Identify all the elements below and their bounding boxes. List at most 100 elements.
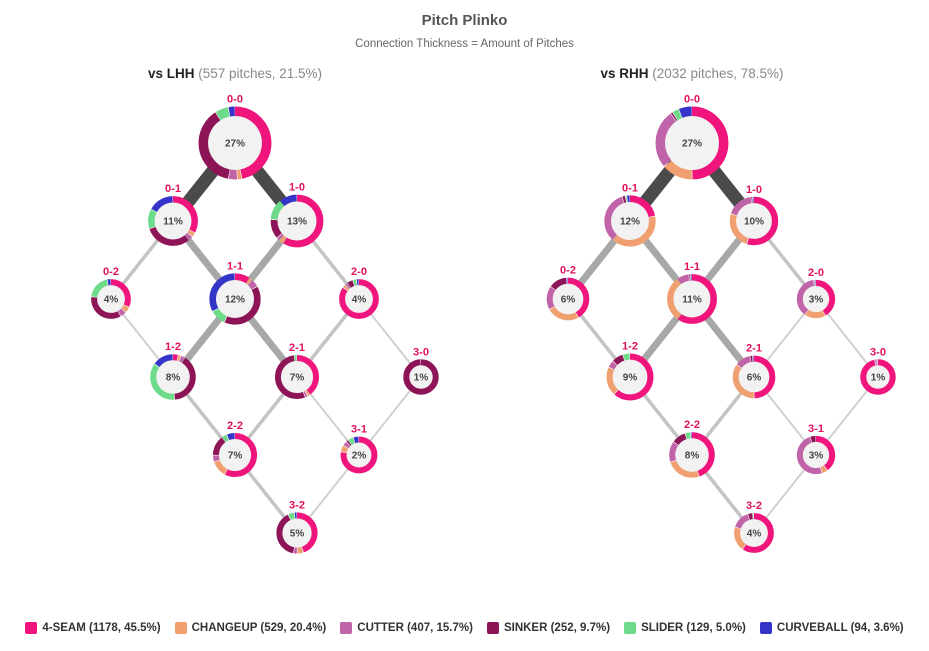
node-count-label: 1-0 — [289, 182, 305, 194]
legend-item[interactable]: CURVEBALL (94, 3.6%) — [759, 622, 904, 634]
node-center — [96, 284, 126, 314]
legend-item[interactable]: CUTTER (407, 15.7%) — [340, 622, 473, 634]
count-node-3-2[interactable]: 4% 3-2 — [734, 500, 774, 553]
node-center — [552, 283, 584, 315]
node-count-label: 0-0 — [227, 94, 243, 106]
donut-segment-cutter — [198, 106, 272, 180]
node-percentage: 1% — [871, 373, 886, 384]
count-node-3-0[interactable]: 1% 3-0 — [860, 346, 896, 395]
donut-segment-changeup — [729, 196, 779, 246]
node-center — [802, 285, 830, 313]
donut-segment-sinker — [274, 354, 320, 400]
node-center — [674, 437, 710, 473]
node-count-label: 1-2 — [622, 341, 638, 353]
donut-segment-curveball — [796, 279, 836, 319]
donut-segment-curveball — [212, 432, 258, 478]
count-node-2-0[interactable]: 3% 2-0 — [796, 267, 836, 319]
donut-segment-sinker — [209, 273, 261, 325]
node-count-label: 2-2 — [227, 420, 243, 432]
node-count-label: 2-2 — [684, 419, 700, 431]
node-percentage: 7% — [290, 373, 305, 384]
node-percentage: 6% — [747, 373, 762, 384]
node-percentage: 12% — [620, 217, 640, 228]
node-center — [664, 115, 720, 171]
legend: 4-SEAM (1178, 45.5%) CHANGEUP (529, 20.4%… — [0, 622, 929, 634]
donut-segment-changeup — [667, 274, 717, 324]
node-center — [155, 359, 191, 395]
legend-label: SLIDER (129, 5.0%) — [641, 622, 746, 634]
donut-segment-cutter — [546, 277, 590, 321]
node-center — [865, 364, 891, 390]
legend-item[interactable]: 4-SEAM (1178, 45.5%) — [25, 622, 161, 634]
node-count-label: 2-1 — [746, 343, 762, 355]
count-node-1-2[interactable]: 9% 1-2 — [606, 341, 654, 401]
node-percentage: 7% — [228, 451, 243, 462]
donut-segment-curveball — [669, 432, 715, 478]
count-node-0-0[interactable]: 27% 0-0 — [198, 94, 272, 180]
node-center — [735, 202, 773, 240]
count-node-0-2[interactable]: 6% 0-2 — [546, 265, 590, 321]
legend-label: CHANGEUP (529, 20.4%) — [191, 622, 327, 634]
donut-segment-sinker — [198, 106, 272, 180]
count-node-2-0[interactable]: 4% 2-0 — [339, 266, 379, 319]
count-node-1-2[interactable]: 8% 1-2 — [150, 341, 196, 400]
legend-label: CURVEBALL (94, 3.6%) — [776, 622, 904, 634]
count-node-1-1[interactable]: 11% 1-1 — [667, 261, 717, 324]
legend-item[interactable]: CHANGEUP (529, 20.4%) — [174, 622, 327, 634]
panel-title-lhh: vs LHH (557 pitches, 21.5%) — [5, 66, 465, 81]
node-percentage: 27% — [682, 139, 702, 150]
legend-item[interactable]: SLIDER (129, 5.0%) — [624, 622, 746, 634]
count-node-0-1[interactable]: 12% 0-1 — [604, 182, 656, 247]
legend-swatch — [340, 622, 353, 634]
donut-segment-curveball — [91, 279, 131, 319]
node-center — [280, 360, 314, 394]
panel-name: vs RHH — [600, 66, 649, 81]
node-percentage: 3% — [809, 451, 824, 462]
legend-swatch — [25, 622, 38, 634]
node-percentage: 4% — [352, 295, 367, 306]
node-center — [154, 202, 192, 240]
panel-detail: (2032 pitches, 78.5%) — [652, 66, 784, 81]
count-node-0-0[interactable]: 27% 0-0 — [655, 94, 729, 180]
donut-segment-slider — [148, 196, 198, 246]
node-count-label: 3-2 — [289, 499, 305, 511]
panel-detail: (557 pitches, 21.5%) — [198, 66, 323, 81]
legend-label: CUTTER (407, 15.7%) — [357, 622, 473, 634]
count-node-0-2[interactable]: 4% 0-2 — [91, 266, 131, 319]
count-node-0-1[interactable]: 11% 0-1 — [148, 183, 198, 246]
node-count-label: 0-1 — [622, 182, 638, 194]
count-node-3-1[interactable]: 3% 3-1 — [796, 423, 836, 475]
node-count-label: 2-0 — [351, 266, 367, 278]
node-center — [612, 359, 648, 395]
donut-segment-changeup — [546, 277, 590, 321]
count-node-3-2[interactable]: 5% 3-2 — [276, 499, 318, 554]
donut-segment-cutter — [655, 106, 729, 180]
donut-segment-curveball — [340, 436, 378, 474]
count-node-2-2[interactable]: 7% 2-2 — [212, 420, 258, 478]
node-percentage: 13% — [287, 217, 307, 228]
donut-segment-sinker — [91, 279, 131, 319]
node-percentage: 9% — [623, 373, 638, 384]
donut-segment-changeup — [606, 353, 654, 401]
count-node-2-1[interactable]: 7% 2-1 — [274, 342, 320, 400]
node-center — [207, 115, 263, 171]
donut-segment-curveball — [604, 195, 656, 247]
count-node-2-2[interactable]: 8% 2-2 — [669, 419, 715, 478]
count-node-3-0[interactable]: 1% 3-0 — [403, 346, 439, 395]
node-count-label: 0-0 — [684, 94, 700, 106]
donut-segment-4-seam — [655, 106, 729, 180]
donut-segment-curveball — [546, 277, 590, 321]
node-center — [673, 280, 711, 318]
count-node-1-1[interactable]: 12% 1-1 — [209, 260, 261, 325]
donut-segment-curveball — [150, 354, 196, 400]
node-center — [610, 201, 650, 241]
count-node-1-0[interactable]: 10% 1-0 — [729, 184, 779, 246]
legend-item[interactable]: SINKER (252, 9.7%) — [486, 622, 610, 634]
donut-segment-slider — [606, 353, 654, 401]
count-node-1-0[interactable]: 13% 1-0 — [270, 182, 324, 248]
node-count-label: 1-1 — [684, 261, 700, 273]
node-center — [739, 518, 769, 548]
count-node-2-1[interactable]: 6% 2-1 — [732, 343, 776, 399]
count-node-3-1[interactable]: 2% 3-1 — [340, 424, 378, 474]
